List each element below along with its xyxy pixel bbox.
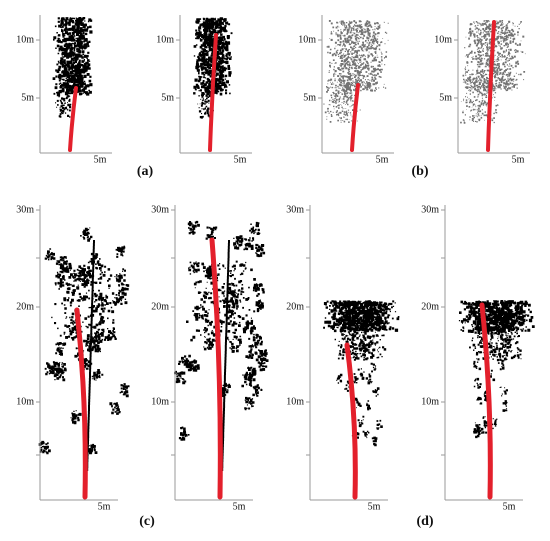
y-tick-label: 30m (151, 204, 169, 215)
x-tick-label: 5m (94, 154, 107, 165)
y-tick-label: 30m (16, 204, 34, 215)
tree-points (38, 227, 130, 471)
stem-points (68, 86, 78, 152)
y-tick-label: 5m (161, 92, 174, 103)
tree-points (193, 17, 233, 119)
tree-points (458, 300, 535, 439)
x-tick-label: 5m (512, 154, 525, 165)
panel-caption: (b) (411, 164, 428, 179)
y-tick-label: 5m (303, 92, 316, 103)
tree-points (52, 17, 93, 118)
y-tick-label: 20m (286, 301, 304, 312)
y-tick-label: 10m (151, 396, 169, 407)
y-tick-label: 20m (151, 301, 169, 312)
y-tick-label: 10m (298, 34, 316, 45)
x-tick-label: 5m (368, 501, 381, 512)
y-tick-label: 10m (421, 396, 439, 407)
x-tick-label: 5m (233, 501, 246, 512)
y-tick-label: 30m (286, 204, 304, 215)
y-tick-label: 5m (439, 92, 452, 103)
x-tick-label: 5m (376, 154, 389, 165)
stem-points (350, 83, 360, 152)
x-tick-label: 5m (503, 501, 516, 512)
tree-points (323, 300, 400, 447)
x-tick-label: 5m (98, 501, 111, 512)
stem-points (344, 342, 358, 500)
y-tick-label: 20m (421, 301, 439, 312)
stem-points (479, 302, 493, 500)
panel-caption: (d) (416, 514, 433, 529)
stem-points (208, 33, 218, 152)
stem-points (209, 237, 223, 500)
panel-caption: (a) (137, 164, 154, 179)
panel-caption: (c) (139, 514, 155, 529)
stem-points (74, 307, 88, 500)
tree-points (174, 220, 269, 471)
y-tick-label: 10m (16, 396, 34, 407)
y-tick-label: 10m (16, 34, 34, 45)
y-tick-label: 10m (434, 34, 452, 45)
y-tick-label: 5m (21, 92, 34, 103)
y-tick-label: 10m (286, 396, 304, 407)
y-tick-label: 20m (16, 301, 34, 312)
y-tick-label: 30m (421, 204, 439, 215)
y-tick-label: 10m (156, 34, 174, 45)
tree-points (323, 20, 389, 123)
stem-points (486, 20, 496, 152)
tree-points (460, 20, 526, 124)
x-tick-label: 5m (234, 154, 247, 165)
